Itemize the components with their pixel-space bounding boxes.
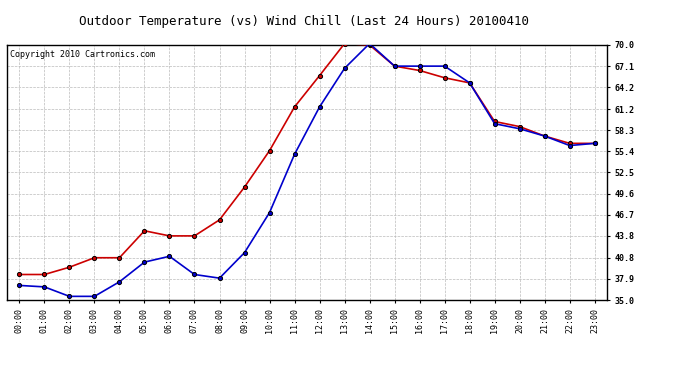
Text: Copyright 2010 Cartronics.com: Copyright 2010 Cartronics.com (10, 50, 155, 59)
Text: Outdoor Temperature (vs) Wind Chill (Last 24 Hours) 20100410: Outdoor Temperature (vs) Wind Chill (Las… (79, 15, 529, 28)
